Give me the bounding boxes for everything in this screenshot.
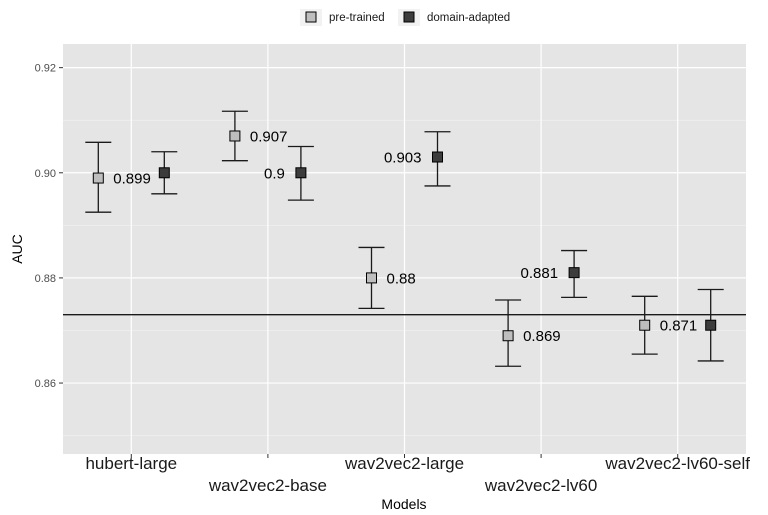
- point-pre-trained: [502, 330, 514, 342]
- point-domain-adapted: [432, 151, 443, 163]
- x-tick-label: wav2vec2-lv60-self: [604, 454, 750, 473]
- point-domain-adapted: [295, 167, 307, 179]
- data-label: 0.881: [521, 265, 559, 282]
- y-tick-label: 0.92: [35, 63, 56, 75]
- data-label: 0.903: [384, 150, 422, 167]
- y-tick-label: 0.88: [35, 273, 56, 285]
- y-axis: 0.86 0.88 0.90 0.92: [35, 63, 63, 390]
- x-axis-title: Models: [381, 496, 426, 512]
- legend-key-pre-trained: [305, 11, 317, 23]
- x-axis: hubert-large wav2vec2-base wav2vec2-large w…: [85, 454, 750, 495]
- data-label: 0.871: [660, 318, 698, 335]
- gridlines: [63, 44, 746, 454]
- point-pre-trained: [229, 130, 241, 142]
- data-label: 0.907: [250, 128, 288, 145]
- data-label: 0.88: [387, 270, 416, 287]
- y-tick-label: 0.90: [35, 168, 56, 180]
- point-pre-trained: [366, 272, 377, 284]
- x-tick-label: wav2vec2-lv60: [484, 476, 597, 495]
- y-axis-title: AUC: [9, 234, 25, 264]
- point-pre-trained: [92, 172, 104, 184]
- data-label: 0.899: [113, 171, 151, 188]
- data-label: 0.869: [523, 328, 561, 345]
- point-domain-adapted: [568, 267, 580, 279]
- x-tick-label: wav2vec2-large: [344, 454, 464, 473]
- point-domain-adapted: [705, 319, 717, 331]
- legend-key-domain-adapted: [403, 11, 415, 23]
- point-domain-adapted: [158, 167, 170, 179]
- data-marks: 0.899 0.907 0.88 0.869 0.871 0.9 0.903 0.881: [85, 110, 724, 367]
- point-pre-trained: [639, 319, 651, 331]
- x-tick-label: wav2vec2-base: [208, 476, 327, 495]
- x-tick-label: hubert-large: [85, 454, 177, 473]
- legend: pre-trained domain-adapted: [300, 9, 510, 26]
- data-label: 0.9: [264, 165, 285, 182]
- y-tick-label: 0.86: [35, 378, 56, 390]
- legend-label-domain-adapted: domain-adapted: [427, 12, 510, 24]
- legend-label-pre-trained: pre-trained: [329, 12, 385, 24]
